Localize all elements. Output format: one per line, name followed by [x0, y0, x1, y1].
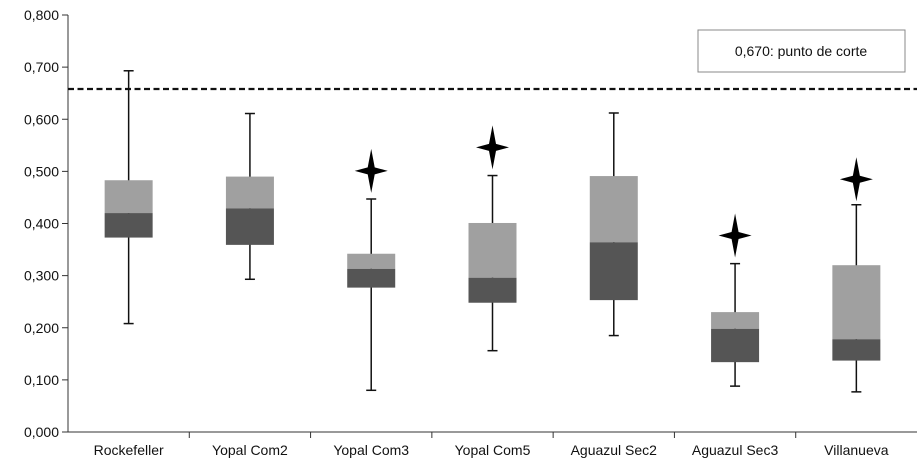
y-axis-ticks: 0,000 0,100 0,200 0,300 0,400 0,500 0,600 0,700… — [24, 7, 68, 440]
box-upper — [832, 265, 881, 340]
y-tick-label: 0,500 — [24, 163, 59, 179]
box-lower — [711, 328, 760, 363]
annotation-frame — [697, 29, 906, 73]
y-tick-label: 0,200 — [24, 320, 59, 336]
y-tick-label: 0,300 — [24, 268, 59, 284]
y-tick-label: 0,400 — [24, 216, 59, 232]
x-category-label: Yopal Com3 — [333, 442, 409, 458]
outlier-star-icon — [476, 125, 509, 170]
y-tick-label: 0,600 — [24, 111, 59, 127]
box-lower — [347, 268, 396, 288]
outlier-star-icon — [839, 157, 873, 202]
y-tick-label: 0,000 — [24, 424, 59, 440]
outlier-star-icon — [354, 148, 388, 193]
box-group — [589, 112, 638, 337]
y-tick-label: 0,700 — [24, 59, 59, 75]
x-category-label: Yopal Com5 — [455, 442, 531, 458]
y-tick-label: 0,800 — [24, 7, 59, 23]
box-lower — [589, 242, 638, 301]
box-group — [347, 148, 396, 392]
box-group — [225, 112, 274, 281]
box-upper — [347, 253, 396, 269]
outlier-star-icon — [718, 213, 752, 258]
x-category-label: Aguazul Sec3 — [692, 442, 779, 458]
box-group — [104, 70, 153, 325]
x-category-label: Villanueva — [824, 442, 889, 458]
box-lower — [104, 213, 153, 238]
box-series — [104, 70, 881, 393]
x-category-label: Rockefeller — [94, 442, 164, 458]
box-group — [468, 125, 517, 352]
box-upper — [104, 180, 153, 214]
x-axis-labels: Rockefeller Yopal Com2 Yopal Com3 Yopal Com… — [94, 442, 889, 458]
box-group — [711, 213, 760, 387]
box-upper — [225, 176, 274, 209]
y-tick-label: 0,100 — [24, 372, 59, 388]
box-lower — [225, 208, 274, 245]
x-category-label: Aguazul Sec2 — [571, 442, 658, 458]
box-upper — [711, 312, 760, 329]
box-lower — [468, 277, 517, 303]
box-group — [832, 157, 881, 393]
box-upper — [468, 222, 517, 278]
box-lower — [832, 339, 881, 361]
annotation-box: 0,670: punto de corte — [697, 29, 906, 73]
annotation-text: 0,670: punto de corte — [735, 43, 868, 59]
x-category-label: Yopal Com2 — [212, 442, 288, 458]
box-upper — [589, 176, 638, 243]
